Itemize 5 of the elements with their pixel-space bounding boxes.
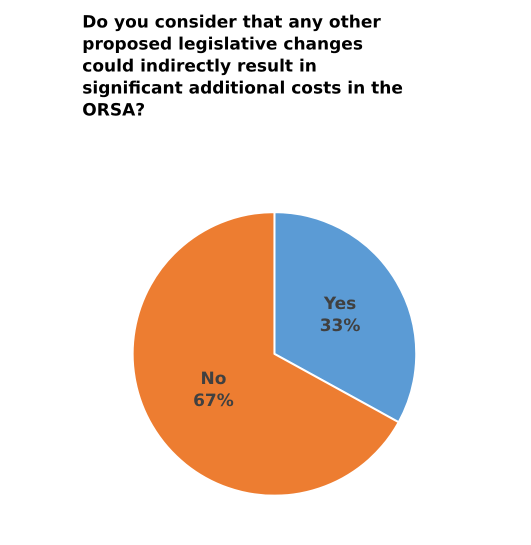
data-label: 33%: [320, 316, 360, 336]
chart-title: Do you consider that any other proposed legislative changes could indirectly result in significant additional costs in the ORSA?: [82, 12, 403, 121]
slice-label: No: [200, 368, 226, 389]
data-label: 67%: [193, 391, 234, 412]
slice-label: Yes: [322, 294, 356, 314]
